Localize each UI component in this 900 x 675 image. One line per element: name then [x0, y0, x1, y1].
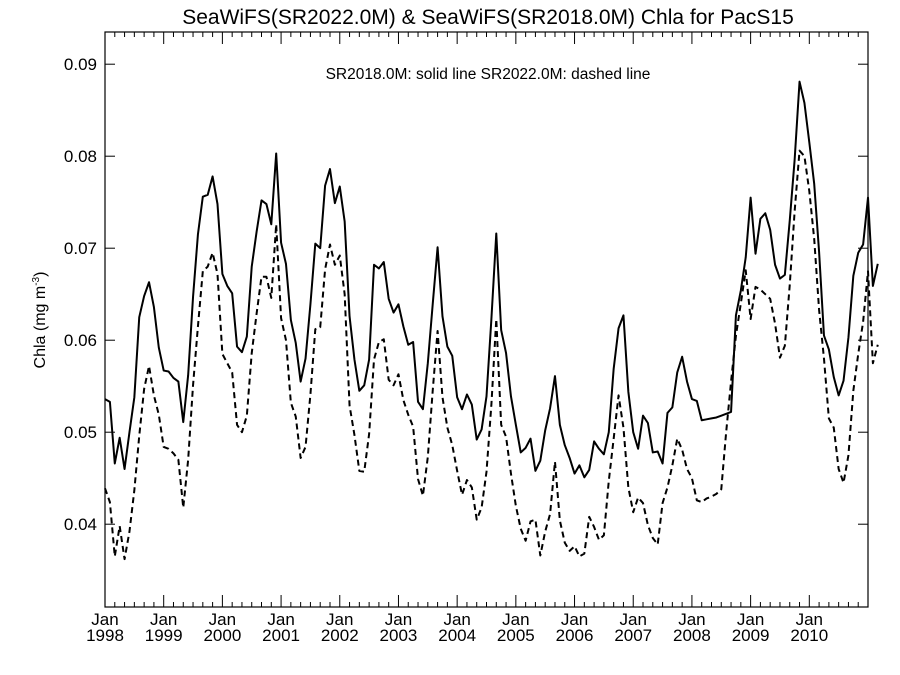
x-tick-label-month: Jan [678, 610, 705, 629]
x-tick-label-month: Jan [561, 610, 588, 629]
y-tick-label: 0.09 [64, 55, 97, 74]
x-tick-label-month: Jan [150, 610, 177, 629]
y-axis-label-main: Chla (mg m [32, 286, 49, 369]
x-tick-label-year: 2001 [262, 626, 300, 645]
series-line-sr2018-0m [104, 80, 879, 479]
y-tick-label: 0.04 [64, 515, 97, 534]
x-tick-label-year: 2008 [673, 626, 711, 645]
x-tick-label-month: Jan [502, 610, 529, 629]
series-line-sr2022-0m [104, 149, 879, 561]
x-axis-ticks: Jan1998Jan1999Jan2000Jan2001Jan2002Jan20… [86, 32, 869, 645]
x-tick-label-year: 2010 [790, 626, 828, 645]
y-axis-label: Chla (mg m-3) [31, 272, 49, 369]
x-tick-label-month: Jan [267, 610, 294, 629]
x-tick-label-month: Jan [209, 610, 236, 629]
x-tick-label-month: Jan [737, 610, 764, 629]
x-tick-label-year: 2002 [321, 626, 359, 645]
x-tick-label-year: 2009 [732, 626, 770, 645]
x-tick-label-year: 2006 [556, 626, 594, 645]
x-tick-label-month: Jan [385, 610, 412, 629]
y-tick-label: 0.05 [64, 423, 97, 442]
y-tick-label: 0.08 [64, 147, 97, 166]
x-tick-label-year: 2000 [203, 626, 241, 645]
x-tick-label-month: Jan [91, 610, 118, 629]
y-tick-label: 0.06 [64, 331, 97, 350]
x-tick-label-month: Jan [326, 610, 353, 629]
series-group [104, 80, 879, 561]
x-tick-label-month: Jan [796, 610, 823, 629]
x-tick-label-year: 1999 [145, 626, 183, 645]
y-axis-ticks: 0.04 0.05 0.06 0.07 0.08 0.09 [64, 55, 868, 534]
x-tick-label-year: 2007 [614, 626, 652, 645]
legend-annotation: SR2018.0M: solid line SR2022.0M: dashed … [326, 66, 651, 83]
x-tick-label-month: Jan [620, 610, 647, 629]
x-tick-label-year: 2003 [380, 626, 418, 645]
y-axis-label-close: ) [32, 272, 49, 277]
x-tick-label-year: 2005 [497, 626, 535, 645]
y-tick-label: 0.07 [64, 239, 97, 258]
x-tick-label-month: Jan [443, 610, 470, 629]
x-tick-label-year: 1998 [86, 626, 124, 645]
y-axis-label-superscript: -3 [31, 276, 42, 285]
x-tick-label-year: 2004 [438, 626, 476, 645]
chart-title: SeaWiFS(SR2022.0M) & SeaWiFS(SR2018.0M) … [182, 6, 794, 29]
